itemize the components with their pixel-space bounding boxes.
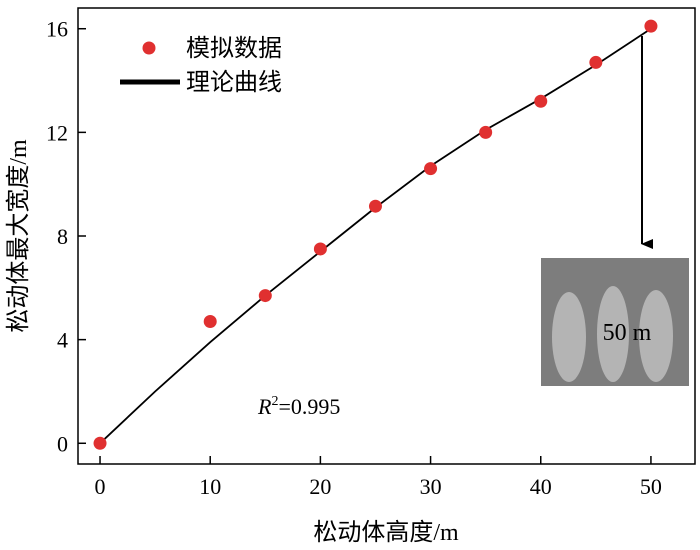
x-tick-label: 10 xyxy=(199,474,221,499)
data-point xyxy=(644,19,658,33)
plot-frame xyxy=(77,7,696,465)
x-axis-title: 松动体高度/m xyxy=(313,519,459,546)
r2-symbol: R xyxy=(257,394,272,419)
y-tick-label: 0 xyxy=(57,431,68,456)
x-tick-label: 20 xyxy=(309,474,331,499)
scatter-points xyxy=(93,19,658,450)
x-tick-label: 40 xyxy=(530,474,552,499)
data-point xyxy=(313,242,327,256)
inset-loose-body-3 xyxy=(639,290,673,382)
y-tick-label: 8 xyxy=(57,224,68,249)
y-axis-title: 松动体最大宽度/m xyxy=(5,139,32,333)
legend: 模拟数据 理论曲线 xyxy=(120,35,282,96)
legend-label-line: 理论曲线 xyxy=(186,69,282,96)
inset-label: 50 m xyxy=(603,320,652,346)
r2-value: =0.995 xyxy=(278,394,340,419)
data-point xyxy=(589,55,603,69)
inset-image: 50 m xyxy=(541,258,689,386)
x-tick-label: 0 xyxy=(95,474,106,499)
data-point xyxy=(258,289,272,303)
inset-loose-body-2 xyxy=(597,286,629,382)
legend-label-scatter: 模拟数据 xyxy=(186,35,282,62)
y-tick-label: 4 xyxy=(57,328,68,353)
inset-loose-body-1 xyxy=(552,292,586,382)
x-tick-label: 50 xyxy=(640,474,662,499)
data-point xyxy=(479,125,493,139)
data-point xyxy=(93,436,107,450)
data-point xyxy=(534,94,548,108)
y-tick-label: 12 xyxy=(46,120,68,145)
axis-ticks: 0 10 20 30 40 50 0 4 8 12 16 xyxy=(46,17,662,499)
r-squared-annotation: R2=0.995 xyxy=(257,394,340,419)
data-point xyxy=(368,199,382,213)
y-tick-label: 16 xyxy=(46,17,68,42)
data-point xyxy=(424,162,438,176)
legend-marker-scatter xyxy=(142,41,156,55)
x-tick-label: 30 xyxy=(420,474,442,499)
data-point xyxy=(203,315,217,328)
r2-superscript: 2 xyxy=(271,394,278,409)
